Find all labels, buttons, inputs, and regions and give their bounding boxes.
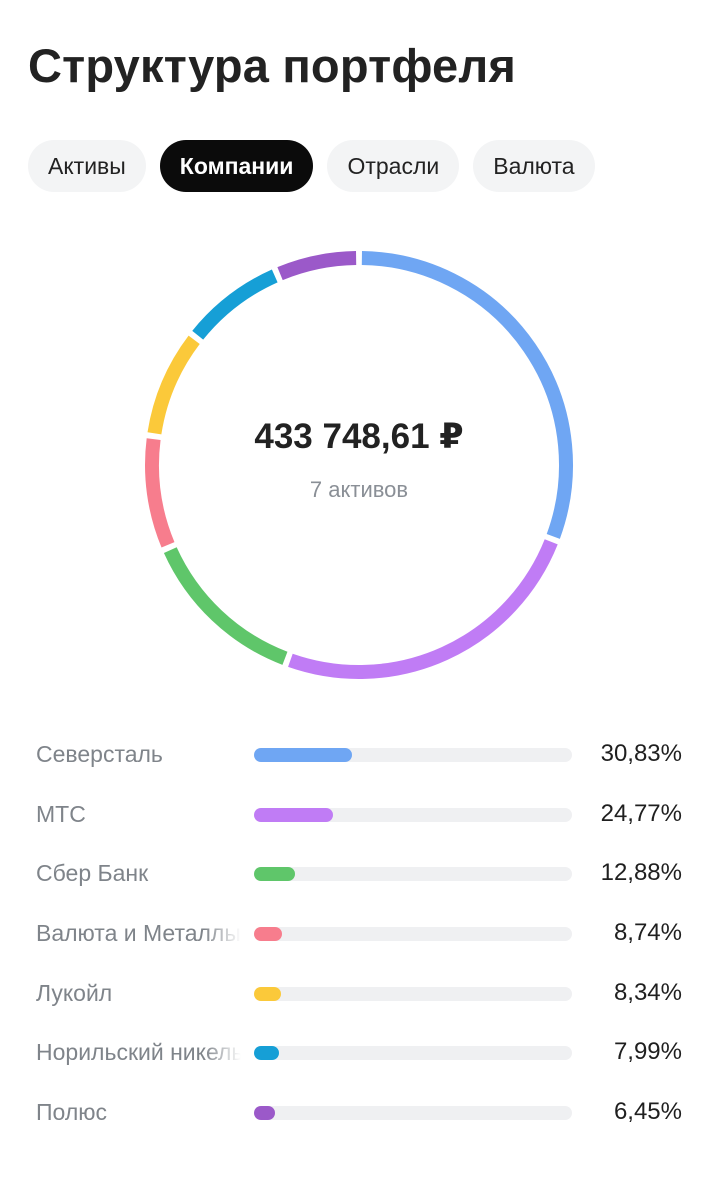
donut-chart: 433 748,61 ₽ 7 активов xyxy=(138,244,580,686)
legend-label: Сбер Банк xyxy=(36,860,149,887)
share-bar xyxy=(254,1046,280,1061)
share-bar-track xyxy=(254,1046,572,1061)
share-value: 8,74% xyxy=(613,919,682,947)
donut-segment xyxy=(145,438,175,548)
legend-row[interactable]: Северсталь 30,83% xyxy=(36,725,686,785)
legend-list: Северсталь 30,83% МТС 24,77% Сбер Банк 12,88%… xyxy=(36,725,686,1143)
assets-count: 7 активов xyxy=(309,477,409,502)
share-value: 6,45% xyxy=(613,1098,682,1126)
legend-label: Северсталь xyxy=(36,741,163,767)
legend-row[interactable]: Сбер Банк 12,88% xyxy=(36,844,686,904)
legend-label: Норильский никель xyxy=(36,1039,241,1066)
share-bar xyxy=(254,927,282,942)
legend-label: Полюс xyxy=(36,1099,107,1126)
share-bar xyxy=(254,867,295,882)
legend-row[interactable]: Лукойл 8,34% xyxy=(36,964,686,1024)
legend-row[interactable]: МТС 24,77% xyxy=(36,785,686,845)
donut-svg xyxy=(145,251,573,679)
legend-label: Лукойл xyxy=(36,979,113,1006)
tab-industries[interactable]: Отрасли xyxy=(327,140,460,192)
share-bar xyxy=(254,1106,275,1121)
share-bar-track xyxy=(254,867,572,882)
donut-segment xyxy=(147,335,200,435)
share-bar-track xyxy=(254,1106,572,1121)
legend-label: Валюта и Металлы xyxy=(36,920,241,947)
share-value: 7,99% xyxy=(613,1038,682,1066)
share-bar-track xyxy=(254,748,572,762)
legend-label: МТС xyxy=(36,800,86,827)
view-tabs: Активы Компании Отрасли Валюта xyxy=(28,140,595,192)
share-value: 24,77% xyxy=(600,799,682,827)
donut-segment xyxy=(163,547,288,665)
legend-row[interactable]: Полюс 6,45% xyxy=(36,1083,686,1143)
donut-segment xyxy=(192,269,278,340)
share-bar xyxy=(254,986,281,1001)
page-title: Структура портфеля xyxy=(28,39,517,92)
portfolio-total: 433 748,61 ₽ xyxy=(254,417,464,456)
share-value: 8,34% xyxy=(613,978,682,1006)
legend-row[interactable]: Норильский никель 7,99% xyxy=(36,1023,686,1083)
share-bar xyxy=(254,748,353,762)
share-bar-track xyxy=(254,986,572,1001)
donut-segment xyxy=(361,251,573,539)
donut-segment xyxy=(277,251,357,281)
tab-companies[interactable]: Компании xyxy=(159,140,314,192)
tab-assets[interactable]: Активы xyxy=(28,140,146,192)
share-bar xyxy=(254,807,333,822)
donut-center: 433 748,61 ₽ 7 активов xyxy=(138,244,580,686)
donut-segment xyxy=(288,539,558,679)
legend-row[interactable]: Валюта и Металлы 8,74% xyxy=(36,904,686,964)
share-value: 12,88% xyxy=(600,859,682,887)
share-bar-track xyxy=(254,927,572,942)
tab-currency[interactable]: Валюта xyxy=(473,140,595,192)
share-bar-track xyxy=(254,807,572,822)
share-value: 30,83% xyxy=(600,740,682,767)
